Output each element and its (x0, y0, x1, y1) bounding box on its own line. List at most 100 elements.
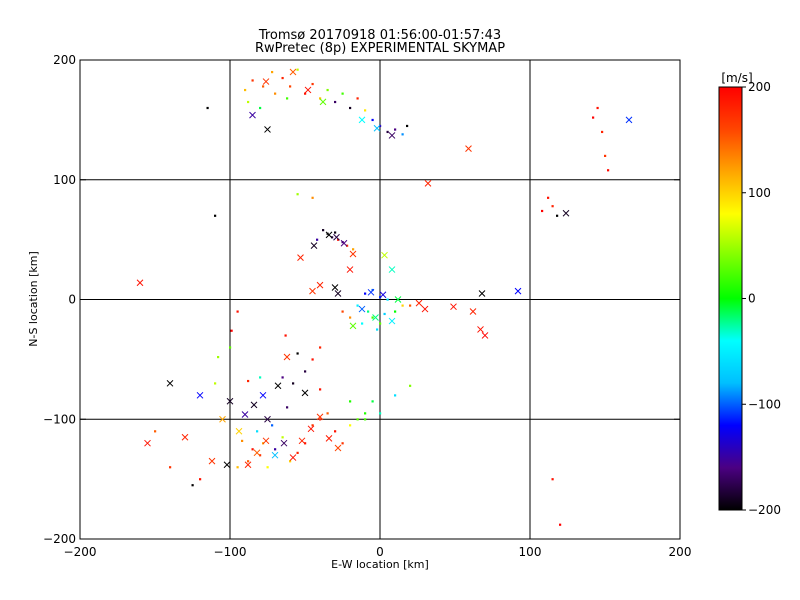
data-point-dot (289, 85, 292, 88)
data-point-dot (352, 248, 355, 251)
data-point-cross (298, 437, 306, 445)
data-point-cross (136, 279, 144, 287)
data-point-cross (223, 461, 231, 469)
data-point-dot (286, 97, 289, 100)
data-point-cross (262, 437, 270, 445)
data-point-cross (481, 332, 489, 339)
colorbar (718, 86, 743, 511)
data-point-cross (358, 116, 366, 124)
data-point-cross (301, 389, 309, 397)
chart-subtitle: RwPretec (8p) EXPERIMENTAL SKYMAP (255, 41, 505, 56)
data-point-dot (199, 478, 202, 481)
data-point-cross (250, 401, 258, 409)
data-point-cross (465, 145, 472, 152)
data-point-cross (424, 179, 432, 187)
x-tick-label: 0 (376, 545, 384, 559)
data-point-dot (356, 97, 359, 100)
data-point-cross (381, 251, 388, 259)
data-point-dot (364, 292, 367, 295)
data-point-dot (230, 329, 233, 332)
data-point-cross (349, 322, 357, 330)
data-point-dot (229, 346, 232, 349)
x-axis-label: E-W location [km] (331, 558, 429, 571)
data-point-cross (289, 454, 297, 461)
data-point-dot (341, 442, 344, 445)
data-point-cross (271, 451, 279, 459)
data-point-cross (415, 299, 423, 307)
data-point-dot (296, 68, 299, 71)
data-point-cross (340, 239, 348, 247)
data-point-dot (247, 100, 250, 104)
data-point-dot (349, 424, 352, 427)
data-point-dot (251, 79, 254, 82)
data-point-dot (551, 205, 554, 208)
data-point-dot (394, 128, 397, 131)
data-point-cross (478, 290, 486, 297)
data-point-cross (244, 461, 252, 469)
data-point-cross (450, 303, 457, 311)
data-point-dot (296, 352, 299, 355)
data-point-cross (477, 326, 484, 333)
colorbar-tick-label: −200 (748, 503, 781, 517)
data-point-dot (247, 460, 250, 463)
x-tick-label: 200 (669, 545, 692, 559)
data-point-dot (406, 124, 409, 128)
data-point-cross (334, 290, 342, 297)
data-point-cross (253, 449, 261, 457)
data-point-cross (562, 209, 570, 217)
y-tick-label: 100 (53, 173, 76, 187)
data-point-cross (331, 284, 339, 291)
data-point-dot (334, 231, 337, 234)
data-point-dot (349, 400, 352, 403)
data-point-dot (341, 92, 344, 95)
data-point-dot (383, 312, 386, 316)
data-point-dot (214, 382, 217, 385)
data-point-dot (214, 214, 217, 217)
data-point-dot (304, 92, 307, 95)
data-point-dot (361, 322, 364, 325)
data-point-dot (296, 193, 299, 196)
data-point-dot (334, 100, 337, 104)
data-point-dot (281, 76, 284, 80)
data-point-dot (311, 424, 314, 427)
y-tick-label: −100 (43, 412, 76, 426)
data-point-cross (289, 68, 297, 76)
data-point-cross (316, 281, 324, 289)
data-point-dot (191, 484, 194, 487)
data-point-dot (337, 238, 340, 241)
data-point-dot (386, 130, 389, 134)
data-point-dot (296, 451, 299, 454)
data-point-cross (235, 427, 243, 435)
data-point-cross (259, 391, 267, 399)
data-point-dot (379, 124, 382, 128)
data-point-dot (247, 379, 250, 383)
data-point-dot (259, 376, 262, 379)
data-point-dot (379, 322, 382, 325)
x-tick-label: −100 (214, 545, 247, 559)
data-point-cross (334, 444, 342, 452)
data-point-dot (311, 358, 314, 361)
data-point-dot (371, 118, 374, 122)
data-point-dot (409, 304, 412, 307)
data-point-dot (236, 466, 239, 469)
data-point-cross (333, 233, 340, 241)
data-point-dot (241, 439, 244, 443)
data-point-dot (604, 154, 607, 157)
data-point-dot (217, 355, 220, 359)
data-point-cross (346, 266, 354, 273)
data-point-dot (551, 478, 554, 481)
colorbar-tick-label: 100 (748, 186, 771, 200)
data-point-cross (388, 266, 396, 273)
data-point-cross (196, 391, 204, 399)
data-point-dot (364, 412, 367, 415)
colorbar-unit-label: [m/s] (721, 71, 752, 85)
data-point-dot (256, 430, 259, 433)
data-point-cross (388, 317, 396, 325)
data-point-cross (262, 78, 270, 85)
data-point-dot (319, 388, 322, 391)
data-point-cross (144, 439, 151, 447)
data-point-dot (559, 523, 562, 526)
data-point-cross (307, 425, 315, 433)
y-axis-label: N-S location [km] (27, 251, 40, 347)
